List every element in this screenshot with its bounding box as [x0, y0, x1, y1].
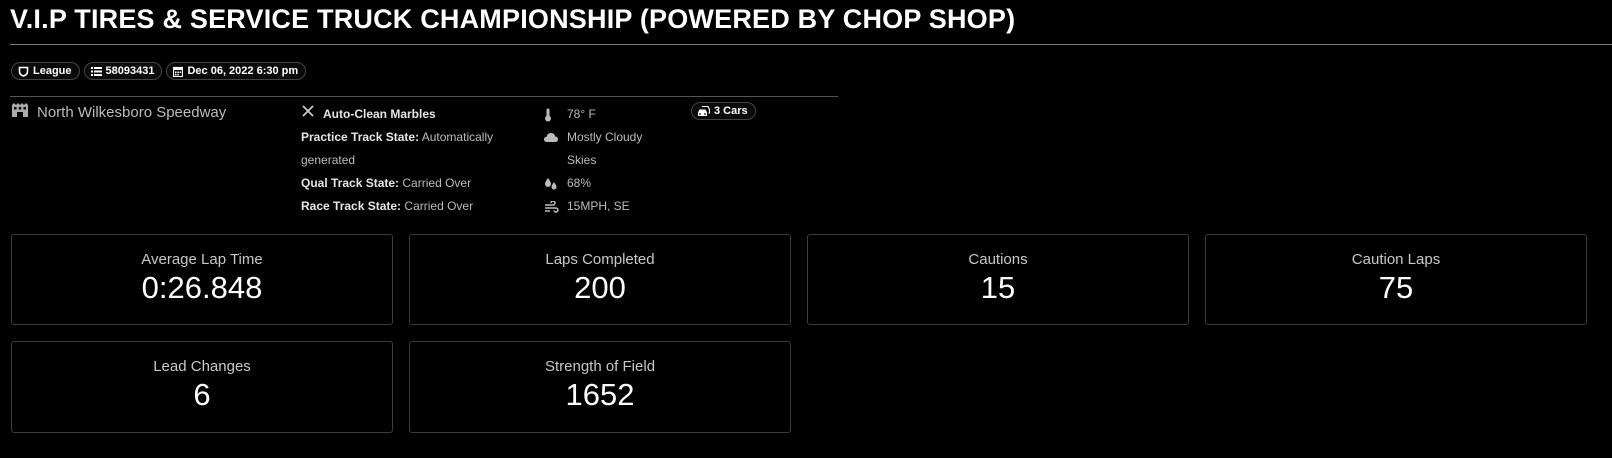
- wind-row: 15MPH, SE: [544, 195, 669, 218]
- shield-icon: [18, 66, 29, 77]
- race-track-state: Race Track State: Carried Over: [301, 195, 519, 218]
- title-divider: [10, 44, 1612, 45]
- temperature: 78° F: [567, 107, 596, 121]
- track-info: North Wilkesboro Speedway: [12, 103, 226, 121]
- practice-track-state-label: Practice Track State:: [301, 130, 420, 144]
- track-state-details: Auto-Clean Marbles Practice Track State:…: [301, 103, 519, 218]
- stat-card-lead-changes: Lead Changes 6: [11, 341, 393, 433]
- session-id-badge[interactable]: 58093431: [83, 62, 163, 80]
- cars-icon: [698, 105, 710, 117]
- session-id: 58093431: [105, 65, 155, 77]
- date-badge[interactable]: Dec 06, 2022 6:30 pm: [166, 62, 307, 80]
- qual-track-state: Qual Track State: Carried Over: [301, 172, 519, 195]
- stat-value: 1652: [565, 377, 635, 412]
- stat-card-cautions: Cautions 15: [807, 234, 1189, 325]
- stat-label: Caution Laps: [1351, 251, 1441, 268]
- stadium-icon: [12, 103, 28, 121]
- stat-value: 0:26.848: [141, 270, 263, 305]
- temperature-row: 78° F: [544, 103, 669, 126]
- marbles-label: Auto-Clean Marbles: [323, 107, 436, 121]
- stat-label: Cautions: [968, 251, 1028, 268]
- cars-badge[interactable]: 3 Cars: [691, 102, 756, 120]
- stat-card-average-lap-time: Average Lap Time 0:26.848: [11, 234, 393, 325]
- calendar-icon: [173, 66, 184, 77]
- stat-label: Lead Changes: [153, 358, 251, 375]
- stat-card-laps-completed: Laps Completed 200: [409, 234, 791, 325]
- stat-value: 200: [574, 270, 626, 305]
- stat-value: 6: [193, 377, 211, 412]
- stat-card-caution-laps: Caution Laps 75: [1205, 234, 1587, 325]
- cars-count: 3 Cars: [714, 105, 748, 117]
- race-track-state-value: Carried Over: [404, 199, 474, 213]
- track-name: North Wilkesboro Speedway: [37, 103, 227, 121]
- stat-value: 75: [1378, 270, 1414, 305]
- session-badges: League 58093431 Dec 06, 2022 6:30 pm: [11, 62, 307, 80]
- list-icon: [90, 66, 102, 76]
- league-badge[interactable]: League: [11, 62, 80, 80]
- thermometer-icon: [544, 103, 567, 126]
- race-track-state-label: Race Track State:: [301, 199, 402, 213]
- stat-card-strength-of-field: Strength of Field 1652: [409, 341, 791, 433]
- stat-label: Strength of Field: [544, 358, 656, 375]
- close-icon: [301, 103, 315, 126]
- stat-value: 15: [980, 270, 1016, 305]
- sky-conditions: Mostly Cloudy Skies: [567, 130, 643, 167]
- practice-track-state: Practice Track State: Automatically gene…: [301, 126, 519, 172]
- humidity-icon: [544, 172, 567, 195]
- qual-track-state-value: Carried Over: [402, 176, 472, 190]
- league-label: League: [33, 65, 72, 77]
- info-divider: [10, 96, 838, 97]
- sky-row: Mostly Cloudy Skies: [544, 126, 669, 172]
- stat-label: Laps Completed: [545, 251, 655, 268]
- wind: 15MPH, SE: [567, 199, 630, 213]
- humidity: 68%: [567, 176, 592, 190]
- session-date: Dec 06, 2022 6:30 pm: [187, 65, 299, 77]
- page-title: V.I.P TIRES & SERVICE TRUCK CHAMPIONSHIP…: [10, 4, 1016, 34]
- wind-icon: [544, 195, 567, 218]
- qual-track-state-label: Qual Track State:: [301, 176, 400, 190]
- marbles-setting: Auto-Clean Marbles: [301, 103, 519, 126]
- cloud-icon: [544, 126, 567, 149]
- practice-track-state-value: Automatically generated: [301, 130, 494, 167]
- stat-label: Average Lap Time: [141, 251, 263, 268]
- weather-details: 78° F Mostly Cloudy Skies 68% 15MPH, SE: [544, 103, 669, 218]
- humidity-row: 68%: [544, 172, 669, 195]
